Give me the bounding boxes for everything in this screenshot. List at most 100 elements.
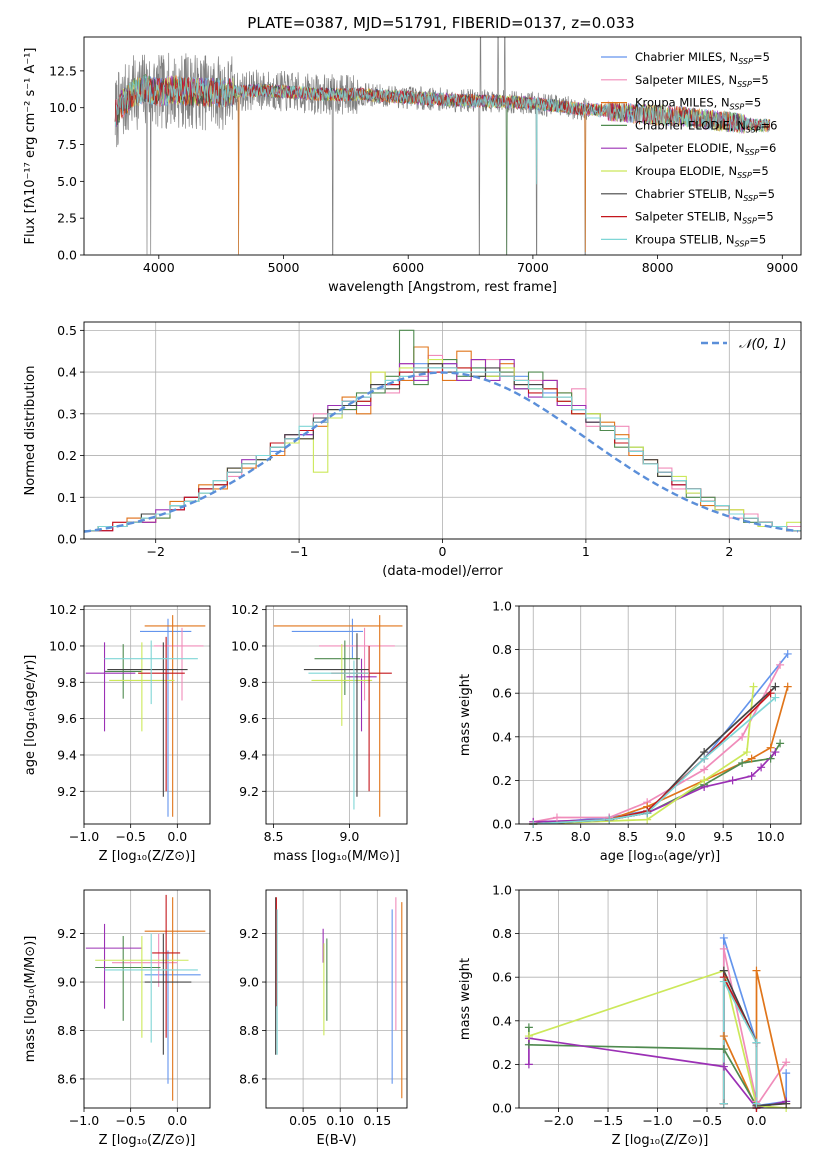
y-tick-label: 0.4 bbox=[492, 1013, 512, 1028]
weight-marker bbox=[700, 765, 709, 774]
y-tick-label: 9.0 bbox=[57, 975, 77, 990]
weight-marker bbox=[719, 933, 728, 942]
x-tick-label: −1 bbox=[290, 544, 308, 559]
y-tick-label: 9.0 bbox=[239, 975, 259, 990]
y-tick-label: 0.2 bbox=[57, 448, 77, 463]
weight-marker bbox=[605, 815, 614, 824]
panel-mass-vs-Z: −1.0 −0.5 0.0 8.6 8.8 9.0 9.2 Z [log₁₀(Z/Z⊙)] ma… bbox=[23, 889, 211, 1148]
x-tick-label: 0 bbox=[439, 544, 447, 559]
plot-area-mass-vs-EBV bbox=[275, 897, 403, 1099]
y-tick-label: 9.2 bbox=[57, 784, 77, 799]
weight-marker bbox=[766, 754, 775, 763]
weight-marker bbox=[700, 776, 709, 785]
plot-area-mass-vs-Z bbox=[85, 894, 206, 1101]
x-tick-label: −2.0 bbox=[543, 1113, 573, 1128]
x-axis-label: wavelength [Angstrom, rest frame] bbox=[328, 280, 557, 295]
axes-frame bbox=[265, 605, 408, 825]
x-tick-label: 7000 bbox=[517, 260, 549, 275]
weight-marker bbox=[738, 732, 747, 741]
legend-label-sub: SSP bbox=[738, 57, 753, 66]
weight-marker bbox=[742, 748, 751, 757]
x-axis-label: Z [log₁₀(Z/Z⊙)] bbox=[612, 1133, 709, 1148]
y-tick-label: 12.5 bbox=[49, 63, 77, 78]
x-tick-label: 0.0 bbox=[747, 1113, 767, 1128]
y-tick-label: 9.2 bbox=[239, 926, 259, 941]
legend-label: Chabrier ELODIE, NSSP=6 bbox=[635, 118, 777, 134]
x-tick-label: 9.5 bbox=[713, 829, 733, 844]
weight-marker bbox=[719, 944, 728, 953]
legend-label: Salpeter ELODIE, NSSP=6 bbox=[635, 141, 776, 157]
x-axis-label: mass [log₁₀(M/M⊙)] bbox=[273, 849, 400, 864]
legend-label-suffix: =5 bbox=[752, 73, 769, 87]
x-tick-label: −1.0 bbox=[69, 829, 99, 844]
y-axis-label: Flux [fλ10⁻¹⁷ erg cm⁻² s⁻¹ A⁻¹] bbox=[23, 48, 38, 245]
legend-label-sub: SSP bbox=[743, 194, 758, 203]
weight-marker bbox=[719, 1045, 728, 1054]
weight-marker bbox=[782, 1099, 791, 1108]
x-tick-label: −0.5 bbox=[115, 829, 145, 844]
y-tick-label: 7.5 bbox=[57, 137, 77, 152]
y-tick-label: 10.0 bbox=[231, 638, 259, 653]
x-axis-label: Z [log₁₀(Z/Z⊙)] bbox=[99, 849, 196, 864]
panel-age-vs-Z: −1.0 −0.5 0.0 9.2 9.4 9.6 9.8 10.0 10.2 Z [log₁₀(… bbox=[23, 602, 211, 864]
y-tick-label: 9.6 bbox=[57, 711, 77, 726]
weight-line bbox=[528, 969, 787, 1108]
axes-frame bbox=[83, 605, 211, 825]
panel-weight-vs-Z: −2.0 −1.5 −1.0 −0.5 0.0 0.0 0.2 0.4 0.6 0.8 1.0 Z [… bbox=[458, 883, 802, 1148]
legend-label: Chabrier MILES, NSSP=5 bbox=[635, 50, 770, 66]
x-tick-label: 5000 bbox=[268, 260, 300, 275]
y-tick-label: 8.6 bbox=[239, 1071, 259, 1086]
y-axis-label: Normed distribution bbox=[23, 366, 38, 496]
y-tick-label: 0.3 bbox=[57, 406, 77, 421]
x-tick-label: 1 bbox=[582, 544, 590, 559]
x-tick-label: 8.5 bbox=[264, 829, 284, 844]
y-tick-label: 5.0 bbox=[57, 174, 77, 189]
legend-label: Salpeter STELIB, NSSP=5 bbox=[635, 210, 774, 226]
x-tick-label: 0.0 bbox=[167, 829, 187, 844]
y-tick-label: 10.2 bbox=[231, 602, 259, 617]
weight-marker bbox=[783, 649, 792, 658]
x-tick-label: 4000 bbox=[143, 260, 175, 275]
plot-area-age-vs-Z bbox=[85, 615, 206, 817]
gaussian-curve bbox=[84, 371, 799, 533]
legend-label-suffix: =5 bbox=[752, 164, 769, 178]
weight-line bbox=[722, 981, 758, 1104]
y-tick-label: 0.6 bbox=[492, 686, 512, 701]
weight-marker bbox=[771, 693, 780, 702]
weight-marker bbox=[752, 1099, 761, 1108]
weight-marker bbox=[757, 763, 766, 772]
y-tick-label: 9.8 bbox=[239, 675, 259, 690]
plot-area-spectrum bbox=[114, 37, 771, 255]
legend-label: Kroupa STELIB, NSSP=5 bbox=[635, 232, 766, 248]
panel-age-vs-mass: 8.5 9.0 9.2 9.4 9.6 9.8 10.0 10.2 mass [log₁₀(M/… bbox=[231, 602, 408, 864]
plot-area-residuals bbox=[84, 329, 801, 533]
y-tick-label: 0.0 bbox=[492, 817, 512, 832]
y-tick-label: 0.0 bbox=[492, 1101, 512, 1116]
legend-label-text: Kroupa STELIB, N bbox=[635, 232, 735, 246]
legend-label: Salpeter MILES, NSSP=5 bbox=[635, 73, 769, 89]
x-axis-label: age [log₁₀(age/yr)] bbox=[600, 849, 721, 864]
weight-marker bbox=[719, 1099, 728, 1108]
legend-label-text: Salpeter ELODIE, N bbox=[635, 141, 745, 155]
legend-label: 𝒩(0, 1) bbox=[739, 337, 786, 352]
legend-label-text: Salpeter MILES, N bbox=[635, 73, 737, 87]
x-tick-label: 7.5 bbox=[523, 829, 543, 844]
y-tick-label: 10.2 bbox=[49, 602, 77, 617]
y-tick-label: 8.6 bbox=[57, 1071, 77, 1086]
x-tick-label: −0.5 bbox=[115, 1113, 145, 1128]
y-axis-label: mass [log₁₀(M/M⊙)] bbox=[23, 936, 38, 1063]
panel-residuals: −2 −1 0 1 2 0.0 0.1 0.2 0.3 0.4 0.5 (data-model)/er… bbox=[23, 321, 802, 579]
y-tick-label: 1.0 bbox=[492, 599, 512, 614]
legend-label: Chabrier STELIB, NSSP=5 bbox=[635, 187, 775, 203]
y-tick-label: 0.2 bbox=[492, 773, 512, 788]
legend-label-suffix: =5 bbox=[758, 187, 775, 201]
y-tick-label: 1.0 bbox=[492, 883, 512, 898]
x-tick-label: 8.5 bbox=[618, 829, 638, 844]
weight-marker bbox=[719, 1032, 728, 1041]
weight-marker bbox=[749, 682, 758, 691]
legend-label: Kroupa MILES, NSSP=5 bbox=[635, 96, 761, 112]
y-tick-label: 0.5 bbox=[57, 323, 77, 338]
weight-marker bbox=[552, 813, 561, 822]
y-tick-label: 9.2 bbox=[239, 784, 259, 799]
